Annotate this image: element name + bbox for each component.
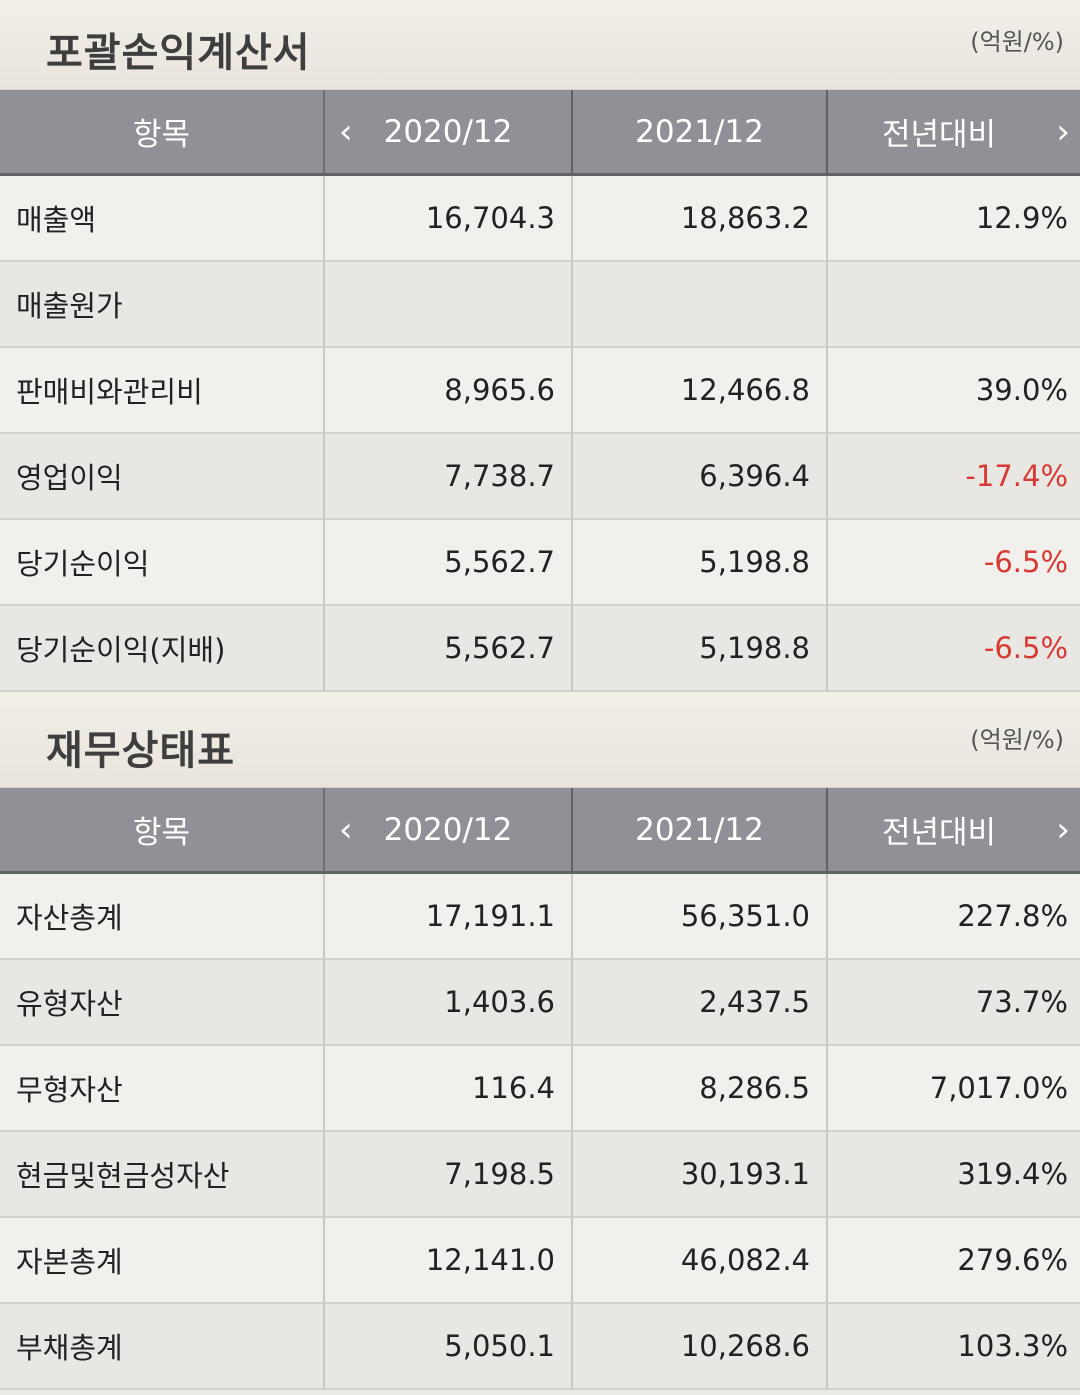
table-row: 영업이익 7,738.7 6,396.4 -17.4% <box>0 434 1080 520</box>
value-2021: 6,396.4 <box>573 434 828 520</box>
value-2021: 2,437.5 <box>573 960 828 1046</box>
column-header-change: 전년대비 › <box>828 788 1080 874</box>
value-2020: 7,198.5 <box>325 1132 573 1218</box>
table-row: 매출액 16,704.3 18,863.2 12.9% <box>0 176 1080 262</box>
table-row: 당기순이익 5,562.7 5,198.8 -6.5% <box>0 520 1080 606</box>
value-change: 103.3% <box>828 1304 1080 1390</box>
row-label: 부채총계 <box>0 1304 325 1390</box>
column-header-label: 2020/12 <box>383 811 513 848</box>
value-2020: 16,704.3 <box>325 176 573 262</box>
row-label: 당기순이익(지배) <box>0 606 325 692</box>
chevron-left-icon[interactable]: ‹ <box>339 111 353 152</box>
table-row: 당기순이익(지배) 5,562.7 5,198.8 -6.5% <box>0 606 1080 692</box>
column-header-2021: 2021/12 <box>573 788 828 874</box>
value-2021: 30,193.1 <box>573 1132 828 1218</box>
column-header-2020: ‹ 2020/12 <box>325 788 573 874</box>
value-change: -17.4% <box>828 434 1080 520</box>
value-2020: 8,965.6 <box>325 348 573 434</box>
value-2021: 46,082.4 <box>573 1218 828 1304</box>
value-2021: 5,198.8 <box>573 520 828 606</box>
value-2021: 5,198.8 <box>573 606 828 692</box>
chevron-right-icon[interactable]: › <box>1056 809 1070 850</box>
row-label: 판매비와관리비 <box>0 348 325 434</box>
value-2020: 116.4 <box>325 1046 573 1132</box>
table-row: 매출원가 <box>0 262 1080 348</box>
column-header-item: 항목 <box>0 788 325 874</box>
table-row: 유형자산 1,403.6 2,437.5 73.7% <box>0 960 1080 1046</box>
column-header-2020: ‹ 2020/12 <box>325 90 573 176</box>
unit-label: (억원/%) <box>970 726 1064 754</box>
value-change: 319.4% <box>828 1132 1080 1218</box>
unit-label: (억원/%) <box>970 28 1064 56</box>
income-section-header: 포괄손익계산서 (억원/%) <box>0 0 1080 90</box>
income-table: 항목 ‹ 2020/12 2021/12 전년대비 › <box>0 90 1080 176</box>
value-2021: 18,863.2 <box>573 176 828 262</box>
value-2020: 5,050.1 <box>325 1304 573 1390</box>
column-header-label: 전년대비 <box>881 815 997 851</box>
chevron-right-icon[interactable]: › <box>1056 111 1070 152</box>
row-label: 현금및현금성자산 <box>0 1132 325 1218</box>
value-2020: 12,141.0 <box>325 1218 573 1304</box>
value-change: 227.8% <box>828 874 1080 960</box>
value-2020: 5,562.7 <box>325 520 573 606</box>
value-2021 <box>573 262 828 348</box>
value-2021: 8,286.5 <box>573 1046 828 1132</box>
value-change: 73.7% <box>828 960 1080 1046</box>
column-header-2021: 2021/12 <box>573 90 828 176</box>
value-change: 7,017.0% <box>828 1046 1080 1132</box>
table-row: 판매비와관리비 8,965.6 12,466.8 39.0% <box>0 348 1080 434</box>
table-row: 무형자산 116.4 8,286.5 7,017.0% <box>0 1046 1080 1132</box>
balance-table: 항목 ‹ 2020/12 2021/12 전년대비 › <box>0 788 1080 874</box>
column-header-label: 2020/12 <box>383 113 513 150</box>
column-header-item: 항목 <box>0 90 325 176</box>
value-2021: 10,268.6 <box>573 1304 828 1390</box>
balance-section-header: 재무상태표 (억원/%) <box>0 692 1080 788</box>
value-change: -6.5% <box>828 606 1080 692</box>
table-row: 자본총계 12,141.0 46,082.4 279.6% <box>0 1218 1080 1304</box>
income-rows: 매출액 16,704.3 18,863.2 12.9% 매출원가 판매비와관리비 8,965… <box>0 176 1080 692</box>
value-change: -6.5% <box>828 520 1080 606</box>
value-change <box>828 262 1080 348</box>
value-change: 39.0% <box>828 348 1080 434</box>
chevron-left-icon[interactable]: ‹ <box>339 809 353 850</box>
value-2020: 5,562.7 <box>325 606 573 692</box>
balance-section: 재무상태표 (억원/%) 항목 ‹ 2020/12 2021/12 전년대비 ›… <box>0 692 1080 1390</box>
balance-rows: 자산총계 17,191.1 56,351.0 227.8% 유형자산 1,403.6 2,4… <box>0 874 1080 1390</box>
row-label: 자본총계 <box>0 1218 325 1304</box>
value-2020: 17,191.1 <box>325 874 573 960</box>
value-2021: 12,466.8 <box>573 348 828 434</box>
value-change: 279.6% <box>828 1218 1080 1304</box>
income-section: 포괄손익계산서 (억원/%) 항목 ‹ 2020/12 2021/12 전년대비… <box>0 0 1080 692</box>
table-row: 부채총계 5,050.1 10,268.6 103.3% <box>0 1304 1080 1390</box>
column-header-change: 전년대비 › <box>828 90 1080 176</box>
value-2020 <box>325 262 573 348</box>
column-header-label: 전년대비 <box>881 117 997 153</box>
value-change: 12.9% <box>828 176 1080 262</box>
row-label: 무형자산 <box>0 1046 325 1132</box>
section-title: 포괄손익계산서 <box>46 30 311 76</box>
row-label: 영업이익 <box>0 434 325 520</box>
row-label: 당기순이익 <box>0 520 325 606</box>
table-row: 현금및현금성자산 7,198.5 30,193.1 319.4% <box>0 1132 1080 1218</box>
value-2020: 1,403.6 <box>325 960 573 1046</box>
row-label: 자산총계 <box>0 874 325 960</box>
row-label: 유형자산 <box>0 960 325 1046</box>
row-label: 매출액 <box>0 176 325 262</box>
value-2021: 56,351.0 <box>573 874 828 960</box>
section-title: 재무상태표 <box>46 728 235 774</box>
row-label: 매출원가 <box>0 262 325 348</box>
value-2020: 7,738.7 <box>325 434 573 520</box>
table-row: 자산총계 17,191.1 56,351.0 227.8% <box>0 874 1080 960</box>
